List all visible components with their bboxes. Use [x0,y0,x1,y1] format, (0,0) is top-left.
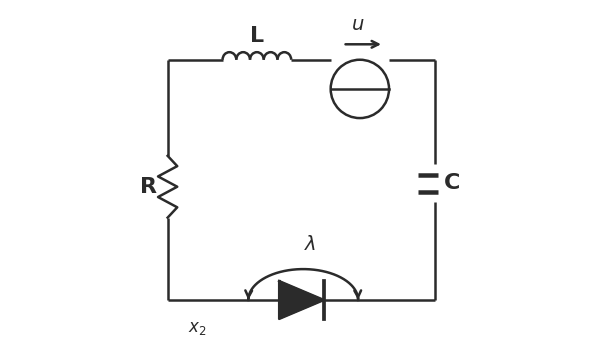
Polygon shape [279,281,324,319]
Text: R: R [140,177,157,197]
Text: $x_2$: $x_2$ [188,319,206,337]
Text: L: L [250,26,264,46]
Text: $u$: $u$ [352,15,365,34]
Text: C: C [444,173,460,193]
Text: $\lambda$: $\lambda$ [304,235,316,254]
